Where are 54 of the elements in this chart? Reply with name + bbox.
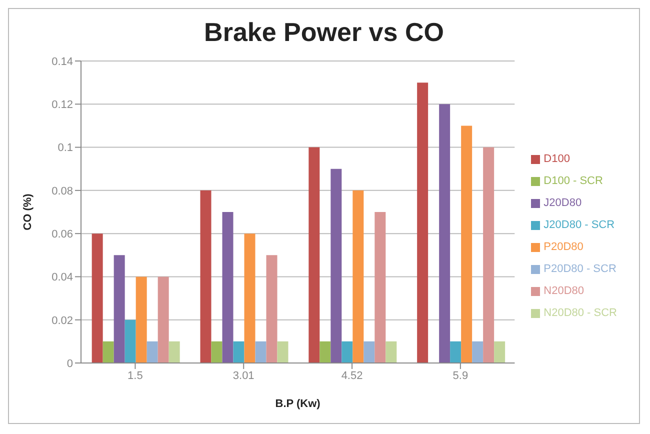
x-axis-title: B.P (Kw) — [275, 398, 321, 410]
bar — [124, 320, 136, 363]
bar — [233, 341, 244, 363]
y-tick-label: 0 — [66, 358, 73, 370]
legend-label: P20D80 - SCR — [544, 263, 616, 275]
bar — [352, 190, 364, 363]
bar — [136, 276, 147, 363]
bar — [158, 276, 169, 363]
bar — [168, 341, 180, 363]
bar — [277, 341, 288, 363]
bar — [244, 234, 256, 363]
bar — [92, 234, 103, 363]
x-tick-label: 1.5 — [128, 370, 143, 382]
bar — [146, 341, 158, 363]
x-tick-label: 5.9 — [452, 370, 468, 382]
y-axis-title: CO (%) — [22, 193, 34, 230]
x-tick-label: 3.01 — [232, 370, 254, 382]
bar — [320, 341, 331, 363]
bar — [461, 126, 472, 363]
bar — [222, 212, 234, 363]
bar — [102, 341, 114, 363]
legend-label: N20D80 - SCR — [544, 307, 617, 319]
bar — [200, 190, 212, 363]
legend-label: J20D80 - SCR — [544, 219, 615, 231]
bar — [439, 104, 450, 363]
y-tick-label: 0.14 — [52, 56, 73, 68]
legend-label: D100 — [544, 153, 570, 165]
bar — [255, 341, 266, 363]
legend-label: P20D80 — [544, 241, 584, 253]
y-tick-label: 0.06 — [52, 228, 73, 240]
bar — [364, 341, 375, 363]
chart-title: Brake Power vs CO — [203, 17, 445, 49]
bar — [374, 212, 386, 363]
y-tick-label: 0.02 — [52, 314, 73, 327]
y-tick-label: 0.04 — [52, 272, 73, 284]
bar — [330, 168, 342, 363]
bar — [211, 341, 222, 363]
legend-label: J20D80 — [544, 197, 582, 209]
x-tick-label: 4.52 — [341, 370, 363, 382]
bar — [494, 341, 506, 363]
legend-label: D100 - SCR — [544, 175, 603, 187]
bar — [386, 341, 397, 363]
y-tick-label: 0.1 — [58, 142, 73, 154]
y-tick-label: 0.12 — [52, 99, 73, 112]
bar — [472, 341, 484, 363]
bar — [483, 147, 494, 363]
bar — [266, 255, 278, 363]
bar — [308, 147, 320, 363]
bar — [342, 341, 353, 363]
bar — [417, 82, 428, 363]
legend-label: N20D80 — [544, 285, 584, 297]
y-tick-label: 0.08 — [52, 185, 73, 198]
bar — [114, 255, 125, 363]
bar — [450, 341, 462, 363]
